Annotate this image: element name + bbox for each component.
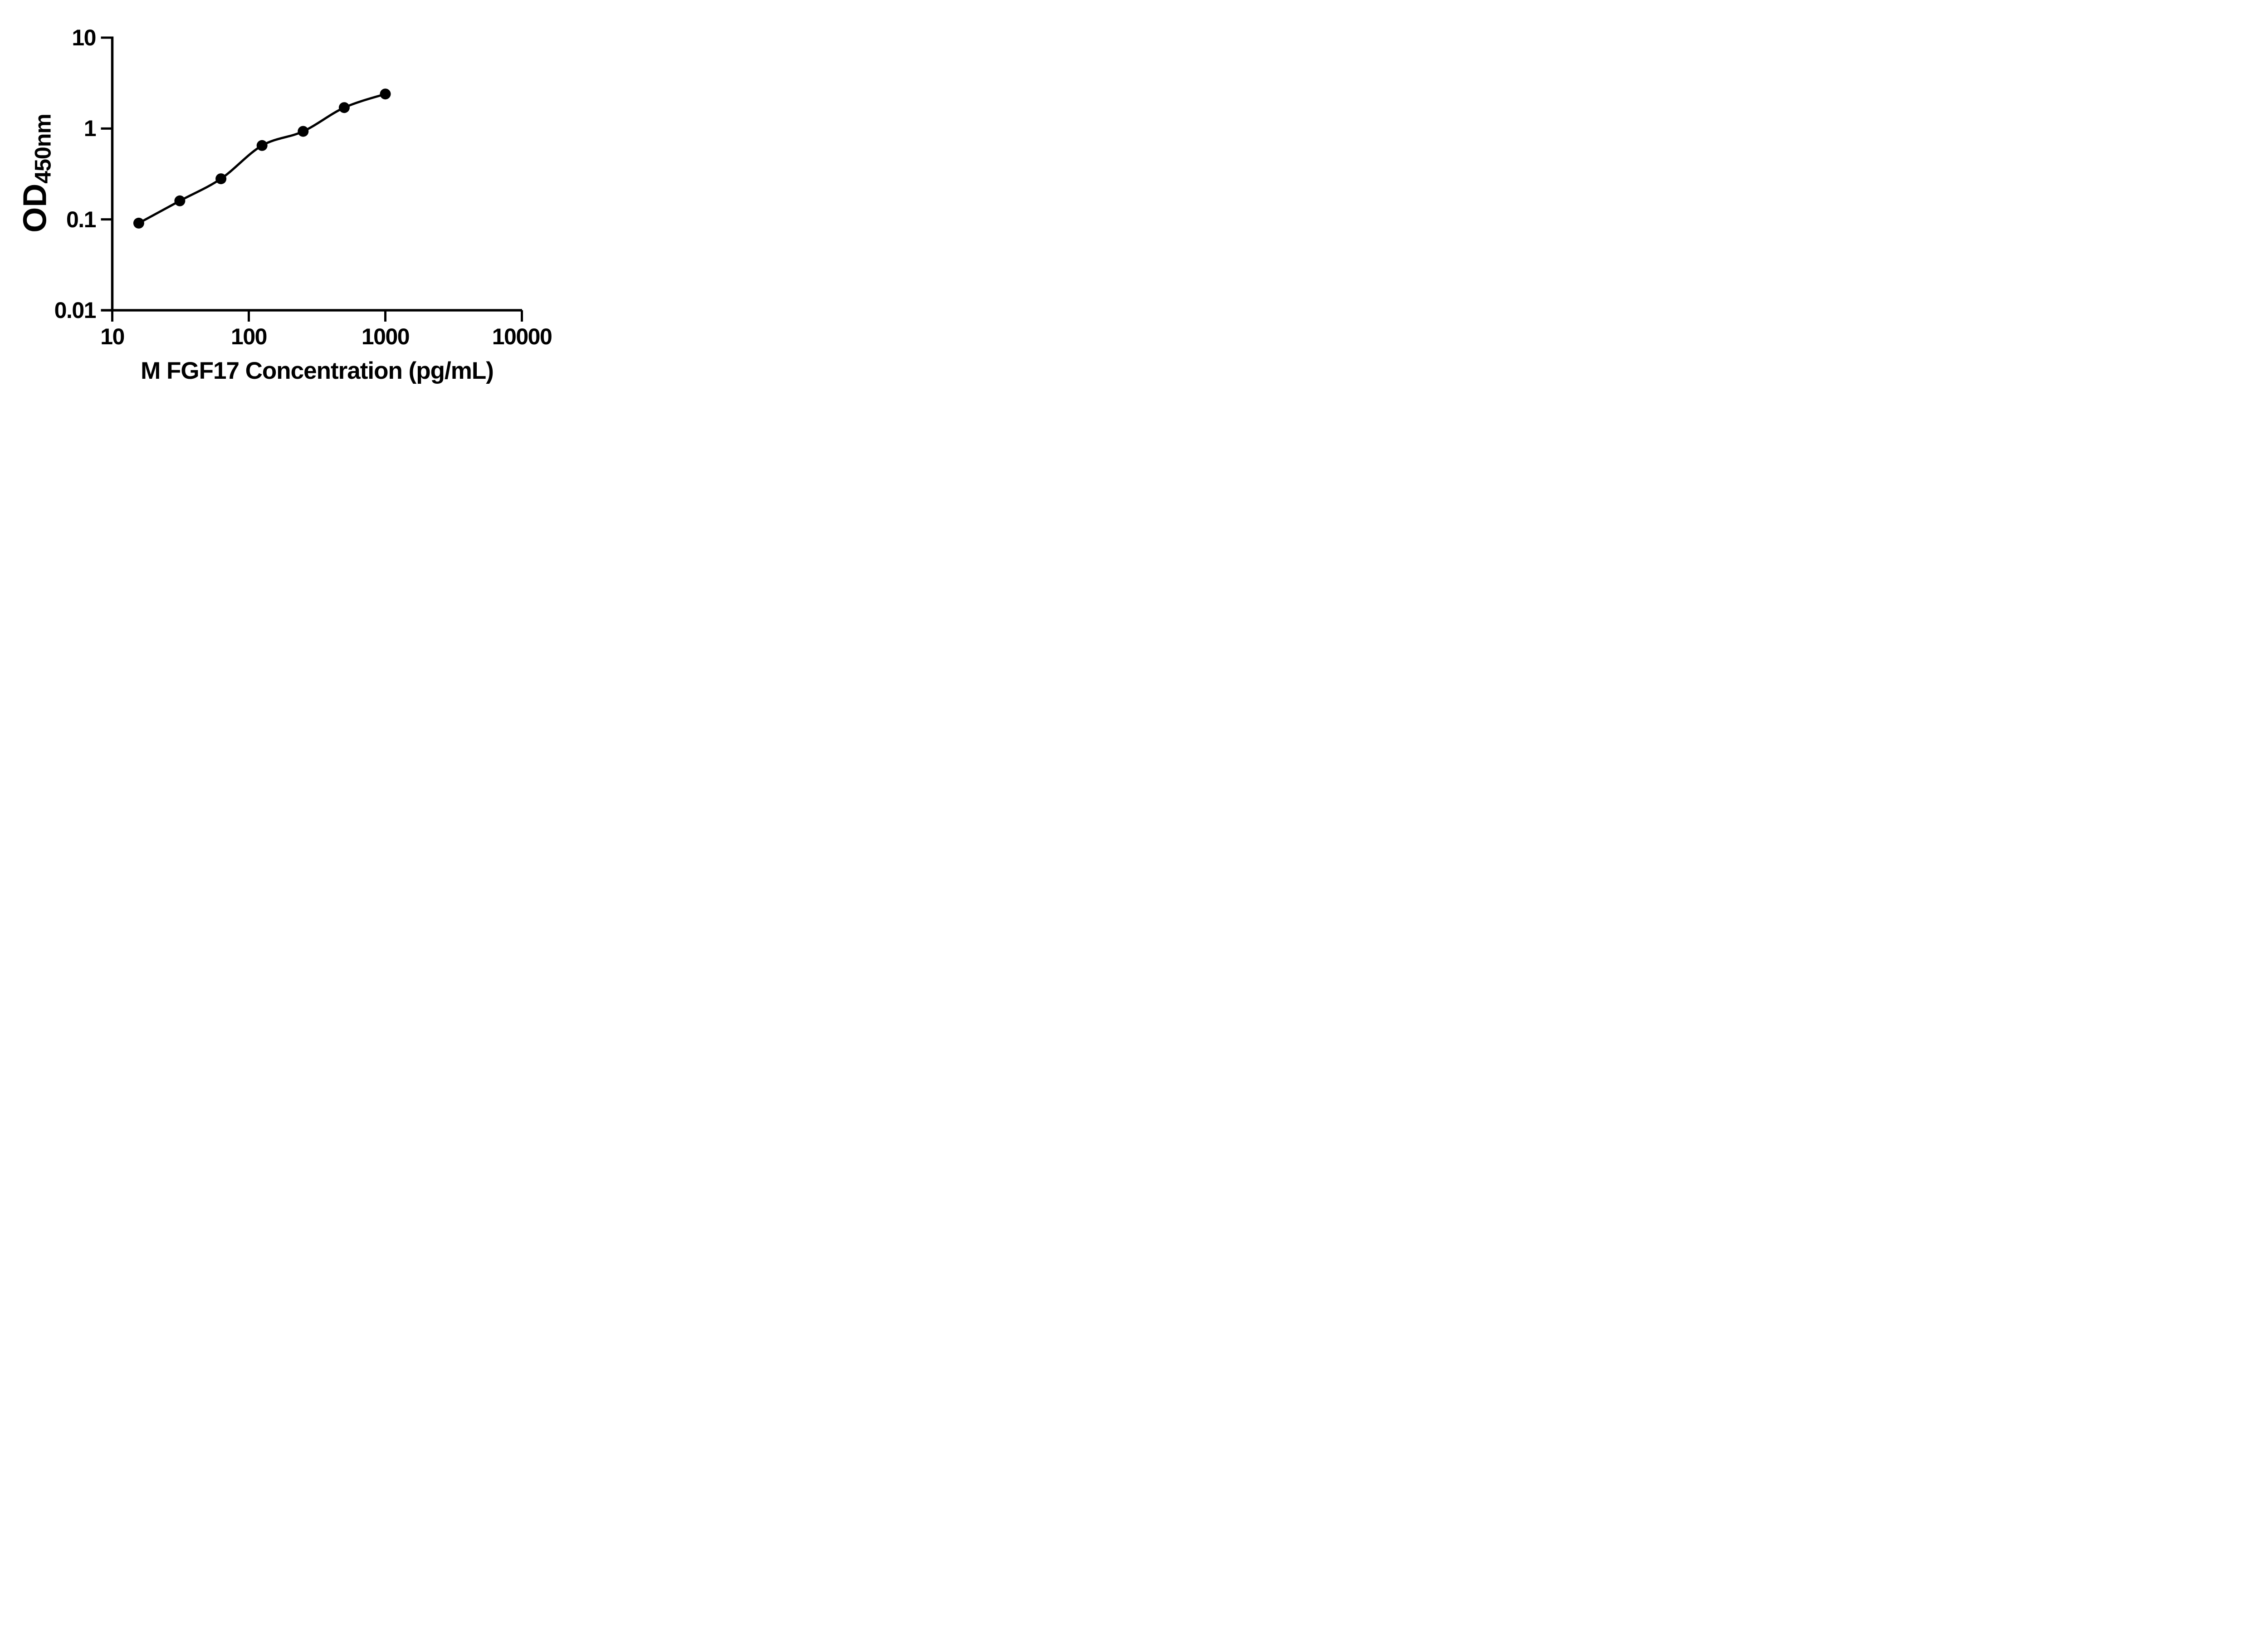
y-tick-label-0p01: 0.01: [54, 298, 97, 323]
y-tick-label-0p1: 0.1: [66, 207, 97, 232]
data-point-4: [256, 140, 268, 151]
data-point-5: [298, 126, 309, 137]
data-point-2: [174, 195, 186, 206]
x-tick-label-100: 100: [231, 324, 267, 349]
y-tick-label-10: 10: [72, 25, 96, 50]
y-tick-label-1: 1: [83, 116, 97, 141]
x-tick-label-10: 10: [100, 324, 125, 349]
data-point-3: [215, 173, 227, 185]
x-tick-label-1000: 1000: [361, 324, 410, 349]
plot-canvas: [101, 36, 523, 322]
y-axis-title-main: OD: [17, 183, 54, 233]
x-axis-title: M FGF17 Concentration (pg/mL): [141, 357, 494, 384]
data-point-6: [338, 102, 350, 113]
data-point-1: [133, 217, 144, 229]
y-axis-title: OD450nm: [17, 114, 59, 233]
y-axis-title-subscript: 450nm: [30, 114, 56, 184]
data-point-7: [380, 88, 391, 100]
elisa-standard-curve-figure: 10 1 0.1 0.01 10 100 1000 10000 M FGF17 …: [0, 0, 583, 408]
x-tick-label-10000: 10000: [492, 324, 552, 349]
